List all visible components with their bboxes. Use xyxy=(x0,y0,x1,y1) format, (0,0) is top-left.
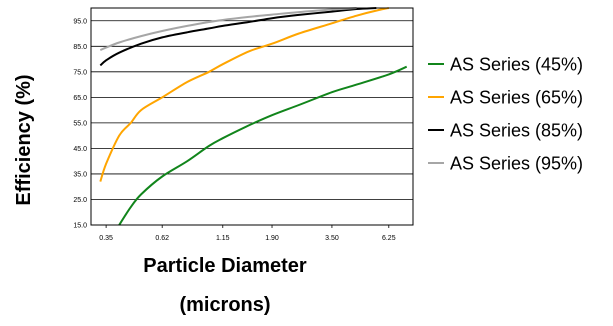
y-tick-label: 15.0 xyxy=(73,223,87,230)
legend-label-3: AS Series (85%) xyxy=(450,121,583,141)
y-tick-label: 65.0 xyxy=(73,95,87,102)
y-tick-label: 25.0 xyxy=(73,197,87,204)
series-line-1 xyxy=(118,65,408,225)
x-tick-label: 1.90 xyxy=(265,235,279,242)
x-tick-label: 0.35 xyxy=(99,235,113,242)
legend-label-2: AS Series (65%) xyxy=(450,88,583,108)
legend-label-1: AS Series (45%) xyxy=(450,55,583,75)
series-line-4 xyxy=(99,7,357,52)
axes: 15.0 25.0 35.0 45.0 55.0 65.0 75.0 85.0 95.0 0.35… xyxy=(73,7,414,242)
y-tick-label: 35.0 xyxy=(73,171,87,178)
y-tick-label: 55.0 xyxy=(73,120,87,127)
plot-area-border xyxy=(90,7,414,226)
series-lines xyxy=(99,7,408,225)
y-tick-label: 95.0 xyxy=(73,18,87,25)
x-axis-title-line-1: Particle Diameter xyxy=(143,255,307,277)
x-tick-label: 0.62 xyxy=(155,235,169,242)
y-tick-label: 75.0 xyxy=(73,69,87,76)
series-line-2 xyxy=(99,7,389,182)
y-axis-title: Efficiency (%) xyxy=(13,74,35,205)
x-tick-label: 3.50 xyxy=(325,235,339,242)
y-tick-label: 45.0 xyxy=(73,146,87,153)
x-axis-title-line-2: (microns) xyxy=(179,294,270,316)
series-line-3 xyxy=(99,7,377,67)
y-tick-label: 85.0 xyxy=(73,44,87,51)
x-tick-label: 6.25 xyxy=(382,235,396,242)
legend-label-4: AS Series (95%) xyxy=(450,154,583,174)
legend: AS Series (45%) AS Series (65%) AS Series … xyxy=(428,55,583,174)
x-tick-label: 1.15 xyxy=(216,235,230,242)
